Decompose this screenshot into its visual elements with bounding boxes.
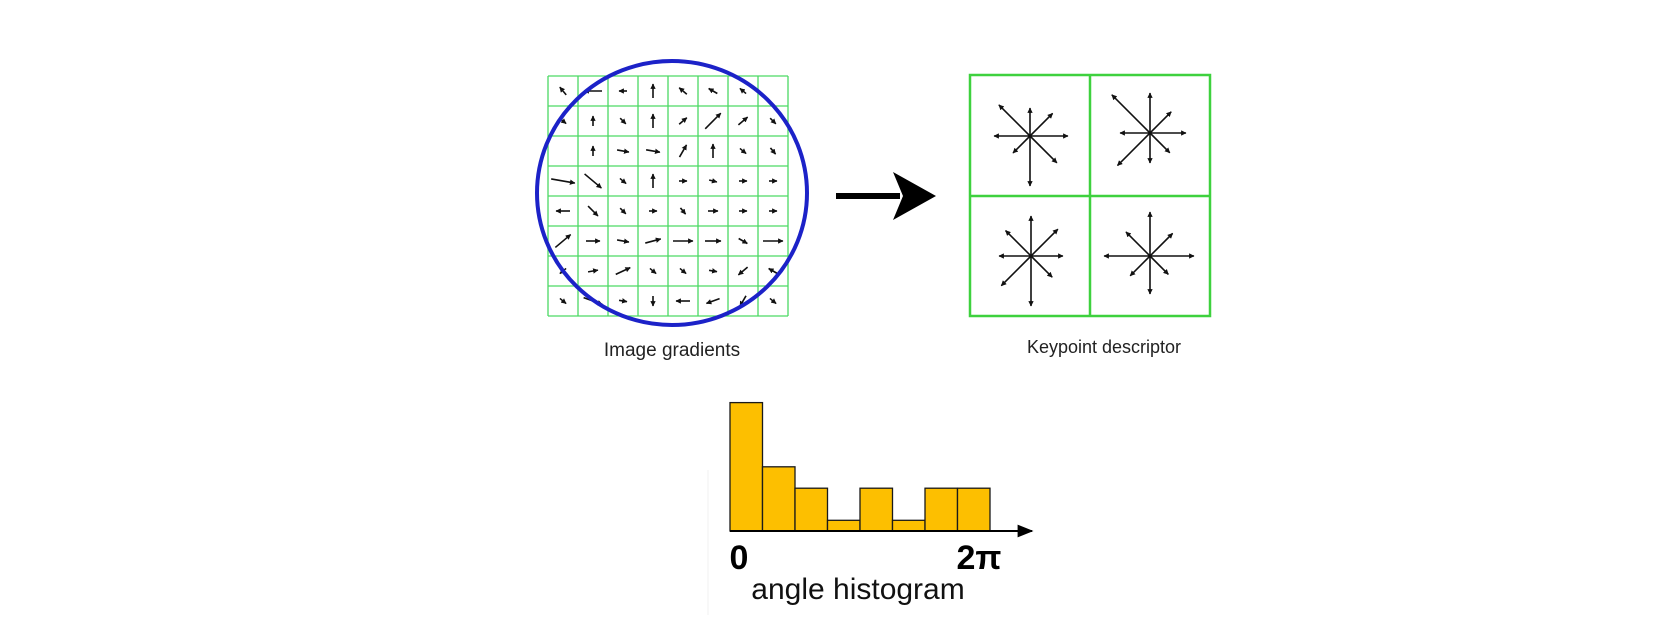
gradient-arrow: [551, 178, 576, 185]
image-gradients-panel: Image gradients: [535, 59, 809, 361]
gradient-arrow: [738, 237, 748, 245]
gradient-arrows: [551, 83, 784, 307]
gradient-arrow: [768, 267, 778, 275]
gradient-arrow: [739, 87, 747, 95]
gradient-arrow: [708, 178, 718, 184]
gradient-arrow: [618, 298, 628, 304]
gradient-arrow: [619, 177, 627, 185]
gradient-arrow: [645, 237, 662, 244]
gradient-arrow: [705, 297, 720, 305]
histogram-bar: [826, 519, 861, 532]
gradient-arrow: [679, 207, 687, 215]
orientation-arrow: [1149, 111, 1172, 134]
orientation-arrow: [1030, 255, 1053, 278]
orientation-arrow: [1029, 135, 1058, 164]
orientation-arrow: [1116, 132, 1151, 167]
gradient-arrow: [769, 117, 777, 125]
gradient-arrow: [769, 297, 777, 305]
gradient-arrow: [739, 147, 747, 155]
histogram-bar: [891, 519, 926, 532]
orientation-star: [998, 215, 1064, 307]
gradient-grid: [547, 75, 789, 317]
keypoint-descriptor-panel: Keypoint descriptor: [968, 73, 1212, 357]
orientation-arrow: [1004, 229, 1032, 257]
orientation-arrow: [1111, 94, 1151, 134]
histogram-bar: [761, 466, 796, 532]
orientation-arrow: [1149, 232, 1174, 257]
orientation-arrow: [1149, 255, 1169, 275]
gradient-arrow: [737, 266, 749, 276]
orientation-star: [1103, 211, 1195, 295]
orientation-star: [1111, 92, 1187, 167]
gradient-arrow: [619, 117, 627, 125]
histogram-bar: [956, 487, 991, 532]
tick-label-two-pi: 2π: [957, 539, 1002, 577]
histogram-bar: [859, 487, 894, 532]
orientation-histogram-stars: [993, 92, 1195, 307]
gradient-arrow: [708, 268, 718, 274]
orientation-arrow: [1125, 231, 1151, 257]
gradient-arrow: [649, 267, 657, 275]
gradient-arrow: [616, 238, 630, 244]
gradient-arrow: [615, 266, 631, 276]
gradient-arrow: [737, 116, 749, 126]
gradient-arrow: [704, 112, 722, 130]
histogram-bar: [794, 487, 829, 532]
orientation-arrow: [1029, 112, 1054, 137]
gradient-arrow: [616, 148, 630, 154]
orientation-arrow: [998, 104, 1031, 137]
gradient-arrow: [679, 267, 687, 275]
gradient-arrow: [678, 117, 688, 125]
gradient-arrow: [769, 147, 777, 155]
orientation-arrow: [1129, 255, 1151, 277]
orientation-arrow: [1000, 255, 1032, 287]
gradient-arrow: [678, 87, 688, 95]
histogram-bars: [729, 401, 991, 532]
keypoint-descriptor-label: Keypoint descriptor: [1027, 337, 1181, 357]
orientation-arrow: [1149, 132, 1171, 154]
gaussian-window-circle: [535, 59, 809, 327]
gradient-arrow: [587, 268, 599, 274]
orientation-arrow: [1030, 228, 1059, 257]
gradient-arrow: [587, 205, 599, 217]
arrow-right-icon: [836, 172, 936, 220]
histogram-caption: angle histogram: [751, 573, 964, 606]
gradient-arrow: [559, 297, 567, 305]
gradient-arrow: [584, 173, 602, 189]
orientation-star: [993, 104, 1069, 187]
image-gradients-label: Image gradients: [604, 340, 740, 361]
histogram-bar: [729, 401, 764, 532]
tick-label-zero: 0: [730, 539, 749, 577]
gradient-arrow: [559, 86, 567, 96]
gradient-arrow: [554, 233, 572, 249]
gradient-arrow: [708, 87, 718, 95]
angle-histogram: 0 2π angle histogram: [707, 401, 1034, 615]
gradient-arrow: [619, 207, 627, 215]
gradient-arrow: [678, 144, 688, 158]
histogram-bar: [924, 487, 959, 532]
orientation-arrow: [1012, 135, 1031, 154]
gradient-arrow: [645, 148, 661, 155]
